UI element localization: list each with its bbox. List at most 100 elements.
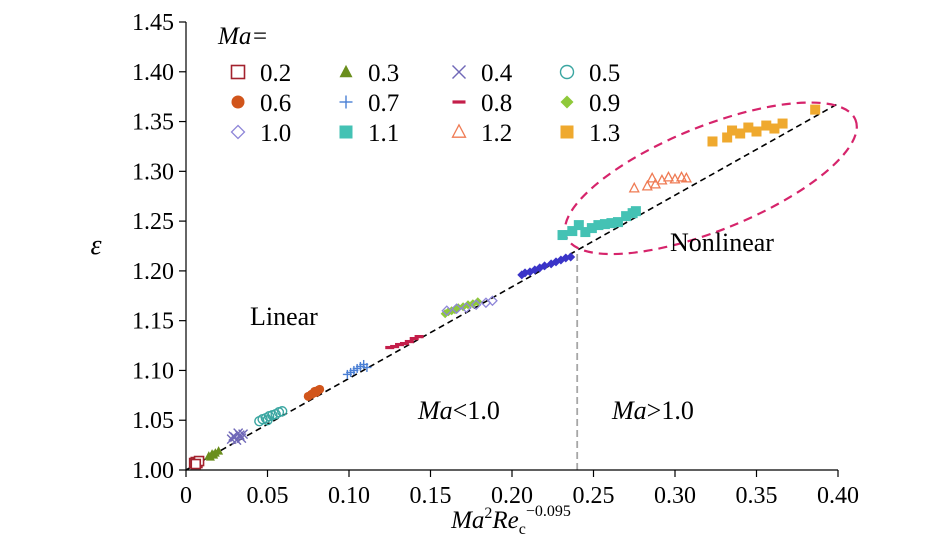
legend-marker-ma-0-3 (339, 64, 353, 78)
legend-label-ma-1-1: 1.1 (368, 120, 399, 147)
point-ma-1-1 (630, 206, 641, 217)
point-ma-0-5 (276, 406, 288, 417)
point-ma-1-3 (761, 120, 772, 131)
point-ma-0-4 (233, 428, 244, 439)
legend-title: Ma= (217, 23, 268, 50)
legend: Ma= 0.2 0.3 0.4 0.5 0.6 0.7 0.8 0.9 1.0 1.1 1.2 1.3 (217, 23, 620, 147)
tick-labels: 1.001.051.101.151.201.251.301.351.401.45… (132, 10, 859, 509)
point-ma-1-3 (743, 122, 754, 133)
point-ma-0-8 (395, 342, 405, 347)
point-ma-0-3 (214, 446, 224, 455)
point-ma-1-2 (662, 170, 675, 182)
x-title-sup: 2 (484, 505, 492, 522)
legend-marker-ma-0-9 (560, 95, 574, 109)
x-axis-title: Ma2Rec−0.095 (450, 503, 571, 538)
point-ma-0-4-stroke (228, 431, 239, 442)
legend-label-ma-0-7: 0.7 (368, 90, 399, 117)
annotation-ma-greater: Ma>1.0 (611, 396, 694, 425)
legend-label-ma-0-6: 0.6 (260, 90, 291, 117)
annotation-linear: Linear (250, 302, 318, 331)
point-ma-1-1 (599, 219, 610, 230)
legend-label-ma-1-2: 1.2 (481, 120, 512, 147)
point-ma-0-8 (399, 341, 409, 346)
y-tick-label: 1.15 (132, 309, 174, 335)
annotation-nonlinear: Nonlinear (670, 228, 774, 257)
point-ma-1-1 (621, 211, 632, 222)
point-ma-0-8 (409, 336, 419, 341)
point-ma-1-0 (540, 261, 550, 271)
point-ma-1-0 (566, 252, 576, 262)
x-tick-label: 0.35 (736, 483, 778, 509)
point-ma-1-2 (641, 179, 653, 191)
x-tick-label: 0.05 (247, 483, 289, 509)
y-tick-label: 1.00 (132, 458, 174, 484)
point-ma-0-8 (385, 345, 395, 350)
point-ma-1-3 (727, 125, 738, 136)
y-tick-label: 1.35 (132, 110, 174, 136)
x-tick-label: 0 (180, 483, 192, 509)
legend-label-ma-0-3: 0.3 (368, 60, 399, 87)
y-tick-label: 1.45 (132, 10, 174, 36)
point-ma-1-3 (722, 132, 733, 143)
legend-label-ma-0-2: 0.2 (260, 60, 291, 87)
point-ma-1-3 (810, 104, 821, 115)
point-ma-1-2 (628, 181, 640, 193)
annotation-ma-less-prefix: Ma (417, 396, 453, 425)
annotation-ma-greater-value: >1.0 (647, 396, 694, 425)
point-ma-1-1 (567, 226, 578, 237)
y-tick-label: 1.40 (132, 60, 174, 86)
legend-marker-ma-0-4 (452, 65, 466, 79)
x-tick-label: 0.25 (573, 483, 615, 509)
legend-label-ma-1-3: 1.3 (589, 120, 620, 147)
point-ma-0-2 (190, 458, 202, 470)
point-ma-1-0 (441, 305, 453, 317)
point-ma-1-3 (707, 136, 718, 147)
legend-marker-ma-0-5 (559, 64, 575, 80)
point-ma-0-8 (414, 334, 424, 339)
point-ma-0-5 (262, 415, 273, 426)
y-tick-label: 1.30 (132, 159, 174, 185)
legend-label-ma-1-0: 1.0 (260, 120, 291, 147)
x-tick-label: 0.20 (491, 483, 533, 509)
point-ma-1-2 (669, 172, 681, 184)
legend-marker-ma-0-2 (230, 64, 246, 80)
x-title-re: Re (491, 507, 518, 534)
point-ma-1-1 (593, 220, 604, 231)
point-ma-1-1 (573, 220, 584, 231)
legend-marker-ma-1-2 (451, 123, 467, 138)
legend-marker-ma-1-3 (560, 125, 574, 139)
legend-marker-ma-0-8 (452, 100, 466, 104)
legend-title-text: Ma= (217, 23, 268, 50)
legend-label-ma-0-5: 0.5 (589, 60, 620, 87)
legend-label-ma-0-9: 0.9 (589, 90, 620, 117)
y-tick-label: 1.10 (132, 358, 174, 384)
annotation-ma-less: Ma<1.0 (417, 396, 500, 425)
point-ma-0-4-stroke (233, 428, 244, 439)
legend-marker-ma-0-7 (339, 95, 353, 109)
point-ma-1-1 (580, 227, 591, 238)
point-ma-1-0 (460, 302, 472, 314)
point-ma-1-0 (470, 299, 482, 311)
point-ma-0-8 (390, 344, 400, 349)
point-ma-1-1 (612, 217, 623, 228)
legend-marker-ma-1-0 (230, 124, 246, 140)
point-ma-0-7 (362, 362, 372, 372)
point-ma-1-3 (777, 118, 788, 129)
point-ma-0-3 (205, 452, 215, 461)
point-ma-1-0 (451, 303, 462, 315)
point-ma-0-8 (404, 339, 414, 344)
x-title-sub: c (519, 521, 526, 538)
point-ma-1-3 (769, 123, 780, 134)
fit-line (185, 102, 839, 471)
y-tick-label: 1.25 (132, 209, 174, 235)
legend-marker-ma-0-4-stroke (452, 65, 466, 79)
annotation-ma-less-value: <1.0 (453, 396, 500, 425)
data-marks (188, 104, 821, 470)
point-ma-0-6 (311, 387, 321, 397)
legend-marker-ma-1-1 (339, 125, 353, 139)
point-ma-1-2 (675, 170, 688, 182)
x-title-sup2: −0.095 (526, 503, 571, 520)
point-ma-1-0 (487, 295, 498, 307)
y-axis-title: ε (90, 230, 101, 261)
x-tick-label: 0.10 (328, 483, 370, 509)
